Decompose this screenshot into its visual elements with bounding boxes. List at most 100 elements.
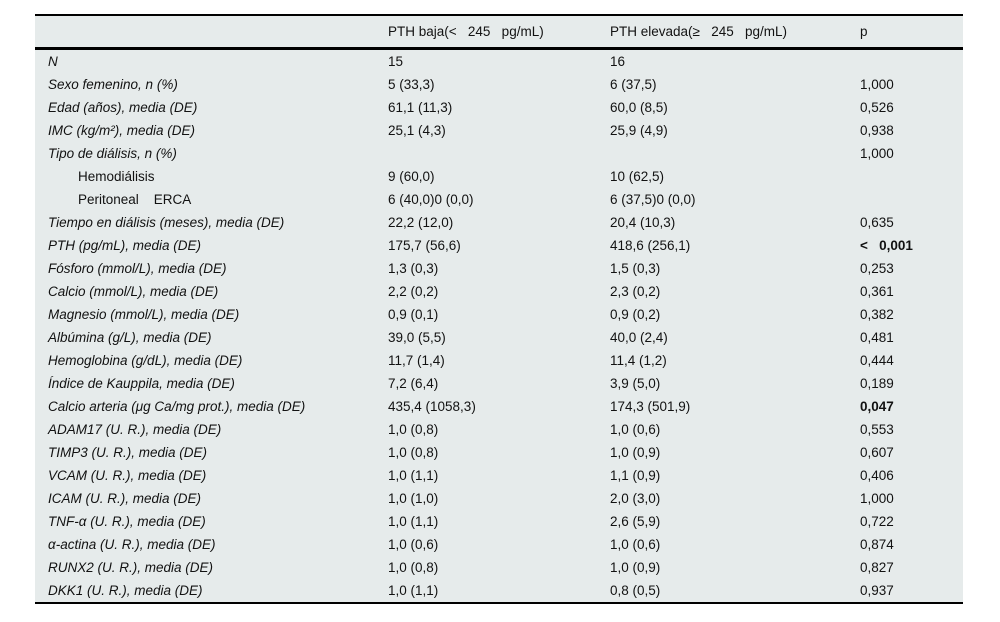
value-p: 0,827 bbox=[860, 560, 894, 575]
table-row: α-actina (U. R.), media (DE) 1,0 (0,6) 1,0… bbox=[35, 533, 963, 556]
value-pth-baja: 11,7 (1,4) bbox=[388, 353, 445, 368]
table-row: Fósforo (mmol/L), media (DE) 1,3 (0,3) 1,5… bbox=[35, 257, 963, 280]
value-p: 0,722 bbox=[860, 514, 894, 529]
row-label: ICAM (U. R.), media (DE) bbox=[48, 491, 202, 506]
value-p: 0,382 bbox=[860, 307, 894, 322]
header-row: PTH baja(< 245 pg/mL) PTH elevada(≥ 245 … bbox=[35, 15, 963, 50]
value-pth-baja: 15 bbox=[388, 54, 404, 69]
value-pth-elevada: 1,5 (0,3) bbox=[610, 261, 661, 276]
value-pth-baja: 1,0 (0,6) bbox=[388, 537, 439, 552]
value-pth-elevada: 1,0 (0,6) bbox=[610, 422, 661, 437]
row-label: Tipo de diálisis, n (%) bbox=[48, 146, 177, 161]
value-p: 0,444 bbox=[860, 353, 894, 368]
value-pth-elevada: 1,0 (0,9) bbox=[610, 445, 661, 460]
value-pth-baja: 39,0 (5,5) bbox=[388, 330, 446, 345]
table-row: Calcio arteria (μg Ca/mg prot.), media (… bbox=[35, 395, 963, 418]
row-label: ADAM17 (U. R.), media (DE) bbox=[48, 422, 222, 437]
table-row: IMC (kg/m²), media (DE) 25,1 (4,3) 25,9 (4… bbox=[35, 119, 963, 142]
table-row: Magnesio (mmol/L), media (DE) 0,9 (0,1) 0,… bbox=[35, 303, 963, 326]
col-header-variable bbox=[35, 15, 388, 50]
value-p: 1,000 bbox=[860, 146, 894, 161]
comparison-table: PTH baja(< 245 pg/mL) PTH elevada(≥ 245 … bbox=[35, 14, 963, 604]
table-row: VCAM (U. R.), media (DE) 1,0 (1,1) 1,1 (0,… bbox=[35, 464, 963, 487]
value-pth-baja: 2,2 (0,2) bbox=[388, 284, 439, 299]
table-row: Tiempo en diálisis (meses), media (DE) 22… bbox=[35, 211, 963, 234]
table-row: ICAM (U. R.), media (DE) 1,0 (1,0) 2,0 (3,… bbox=[35, 487, 963, 510]
value-pth-elevada: 418,6 (256,1) bbox=[610, 238, 691, 253]
table-row: Peritoneal ERCA 6 (40,0)0 (0,0) 6 (37,5)0 … bbox=[35, 188, 963, 211]
row-label: DKK1 (U. R.), media (DE) bbox=[48, 583, 203, 598]
table-row: PTH (pg/mL), media (DE) 175,7 (56,6) 418,6… bbox=[35, 234, 963, 257]
value-pth-elevada: 2,0 (3,0) bbox=[610, 491, 661, 506]
value-pth-elevada: 6 (37,5) bbox=[610, 77, 657, 92]
value-pth-elevada bbox=[610, 142, 860, 165]
value-pth-elevada: 6 (37,5)0 (0,0) bbox=[610, 192, 696, 207]
value-p: 0,047 bbox=[860, 399, 894, 414]
value-pth-elevada: 2,3 (0,2) bbox=[610, 284, 661, 299]
row-label: Sexo femenino, n (%) bbox=[48, 77, 178, 92]
row-label: TNF-α (U. R.), media (DE) bbox=[48, 514, 206, 529]
table-row: Hemodiálisis 9 (60,0) 10 (62,5) bbox=[35, 165, 963, 188]
value-pth-elevada: 20,4 (10,3) bbox=[610, 215, 676, 230]
row-label: PTH (pg/mL), media (DE) bbox=[48, 238, 202, 253]
table-row: N 15 16 bbox=[35, 49, 963, 74]
table-row: TIMP3 (U. R.), media (DE) 1,0 (0,8) 1,0 (0… bbox=[35, 441, 963, 464]
value-pth-baja: 435,4 (1058,3) bbox=[388, 399, 476, 414]
row-label: Edad (años), media (DE) bbox=[48, 100, 198, 115]
value-pth-elevada: 0,8 (0,5) bbox=[610, 583, 661, 598]
value-pth-baja: 1,0 (1,1) bbox=[388, 514, 439, 529]
value-pth-elevada: 1,0 (0,9) bbox=[610, 560, 661, 575]
value-pth-elevada: 16 bbox=[610, 54, 626, 69]
table-row: RUNX2 (U. R.), media (DE) 1,0 (0,8) 1,0 (0… bbox=[35, 556, 963, 579]
value-p: 0,937 bbox=[860, 583, 894, 598]
row-label: Magnesio (mmol/L), media (DE) bbox=[48, 307, 240, 322]
value-p: 0,361 bbox=[860, 284, 894, 299]
value-pth-baja: 1,0 (1,1) bbox=[388, 583, 439, 598]
row-label: Tiempo en diálisis (meses), media (DE) bbox=[48, 215, 285, 230]
value-pth-baja: 22,2 (12,0) bbox=[388, 215, 454, 230]
row-label: Índice de Kauppila, media (DE) bbox=[48, 376, 235, 391]
value-pth-baja: 175,7 (56,6) bbox=[388, 238, 461, 253]
row-label: IMC (kg/m²), media (DE) bbox=[48, 123, 196, 138]
value-p: 1,000 bbox=[860, 77, 894, 92]
value-pth-baja: 1,3 (0,3) bbox=[388, 261, 439, 276]
row-label: VCAM (U. R.), media (DE) bbox=[48, 468, 207, 483]
row-label: N bbox=[48, 54, 58, 69]
value-p: 0,607 bbox=[860, 445, 894, 460]
value-p: 0,189 bbox=[860, 376, 894, 391]
table-row: ADAM17 (U. R.), media (DE) 1,0 (0,8) 1,0 (… bbox=[35, 418, 963, 441]
row-label: Peritoneal ERCA bbox=[78, 192, 192, 207]
row-label: Fósforo (mmol/L), media (DE) bbox=[48, 261, 227, 276]
value-pth-elevada: 2,6 (5,9) bbox=[610, 514, 661, 529]
col-header-pth-baja: PTH baja(< 245 pg/mL) bbox=[388, 15, 610, 50]
value-pth-baja: 61,1 (11,3) bbox=[388, 100, 453, 115]
value-p: 0,526 bbox=[860, 100, 894, 115]
value-p: 0,406 bbox=[860, 468, 894, 483]
value-p bbox=[860, 188, 963, 211]
value-p: 0,553 bbox=[860, 422, 894, 437]
value-pth-baja bbox=[388, 142, 610, 165]
value-p bbox=[860, 165, 963, 188]
value-pth-baja: 1,0 (1,0) bbox=[388, 491, 439, 506]
value-pth-baja: 1,0 (0,8) bbox=[388, 422, 439, 437]
table-row: Albúmina (g/L), media (DE) 39,0 (5,5) 40,0… bbox=[35, 326, 963, 349]
value-p: 1,000 bbox=[860, 491, 894, 506]
row-label: TIMP3 (U. R.), media (DE) bbox=[48, 445, 208, 460]
value-pth-baja: 7,2 (6,4) bbox=[388, 376, 439, 391]
value-pth-baja: 1,0 (0,8) bbox=[388, 560, 439, 575]
value-pth-baja: 5 (33,3) bbox=[388, 77, 435, 92]
value-pth-elevada: 11,4 (1,2) bbox=[610, 353, 667, 368]
table-row: Sexo femenino, n (%) 5 (33,3) 6 (37,5) 1,00… bbox=[35, 73, 963, 96]
value-pth-baja: 1,0 (0,8) bbox=[388, 445, 439, 460]
row-label: Albúmina (g/L), media (DE) bbox=[48, 330, 212, 345]
value-pth-baja: 25,1 (4,3) bbox=[388, 123, 446, 138]
row-label: Hemoglobina (g/dL), media (DE) bbox=[48, 353, 243, 368]
value-p: 0,635 bbox=[860, 215, 894, 230]
value-p: < 0,001 bbox=[860, 238, 913, 253]
table-row: Edad (años), media (DE) 61,1 (11,3) 60,0 (… bbox=[35, 96, 963, 119]
value-p: 0,253 bbox=[860, 261, 894, 276]
value-pth-baja: 0,9 (0,1) bbox=[388, 307, 439, 322]
value-p: 0,938 bbox=[860, 123, 894, 138]
value-pth-elevada: 1,0 (0,6) bbox=[610, 537, 661, 552]
